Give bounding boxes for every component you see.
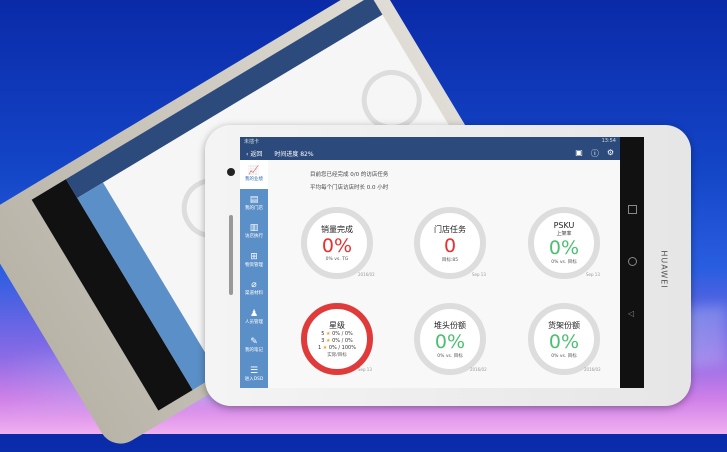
- star-count: 3: [321, 338, 325, 344]
- message-icon[interactable]: ▣: [575, 147, 583, 157]
- card-shelf-share[interactable]: 货架份额 0% 0% vs. 目标: [528, 303, 600, 375]
- card-title: 堆头份额: [434, 320, 466, 330]
- card-display-share[interactable]: 堆头份额 0% 0% vs. 目标: [414, 303, 486, 375]
- summary-line: 平均每个门店访店时长 0.0 小时: [310, 185, 389, 191]
- star-row: 5 ★ 0% / 0%: [321, 331, 353, 338]
- card-title: PSKU: [553, 221, 575, 230]
- clipboard-icon: ▥: [249, 223, 259, 234]
- brand-logo: HUAWEI: [659, 250, 669, 289]
- card-date: 2016/02: [358, 272, 375, 277]
- chart-icon: 📈: [248, 166, 260, 177]
- card-title: 销量完成: [321, 225, 353, 234]
- front-tablet: ◁ HUAWEI 未插卡 13:54 ‹ 返回 时间进度 82% ▣ ⓘ ⚙ 📈…: [205, 125, 691, 406]
- star-count: 1: [318, 345, 322, 351]
- card-title: 门店任务: [434, 224, 466, 234]
- carrier: 未插卡: [244, 139, 260, 145]
- list-icon: ☰: [249, 365, 259, 376]
- card-sub: 0% vs. 目标: [437, 353, 463, 359]
- recent-apps-button[interactable]: [628, 205, 637, 214]
- card-star-rating[interactable]: 星级 5 ★ 0% / 0% 3 ★ 0% / 0% 1 ★ 0% / 100%…: [301, 303, 373, 375]
- home-button[interactable]: [628, 257, 637, 266]
- paperclip-icon: ⌀: [251, 280, 257, 291]
- card-sub: 0% vs. 目标: [551, 260, 577, 265]
- sidebar-item-notes[interactable]: ✎ 我的笔记: [240, 331, 268, 360]
- store-icon: ▤: [249, 194, 259, 205]
- card-sub: 0% vs. 目标: [551, 353, 577, 359]
- card-date: Sep 13: [358, 367, 372, 372]
- card-value: 0: [443, 234, 457, 257]
- sidebar-item-label: 人员管理: [245, 319, 263, 325]
- card-date: 2016/02: [584, 367, 601, 372]
- sidebar-item-label: 进入DSD: [244, 376, 264, 382]
- star-count: 5: [321, 331, 325, 337]
- sidebar-item-visit[interactable]: ▥ 访店执行: [240, 217, 268, 246]
- summary-line: 目前您已经完成 0/0 的访店任务: [310, 172, 389, 178]
- star-row: 3 ★ 0% / 0%: [321, 338, 353, 345]
- star-row: 1 ★ 0% / 100%: [318, 345, 356, 352]
- grid-icon: ⊞: [250, 251, 258, 262]
- app-header: ‹ 返回 时间进度 82% ▣ ⓘ ⚙: [240, 146, 620, 160]
- sidebar-item-label: 物资管理: [245, 262, 263, 268]
- card-date: Sep 13: [586, 272, 600, 277]
- time-progress: 时间进度 82%: [274, 150, 314, 158]
- card-date: 2016/02: [470, 367, 487, 372]
- sidebar-item-label: 我的门店: [245, 205, 263, 211]
- star-value: 0% / 0%: [332, 331, 353, 337]
- card-title: 货架份额: [548, 320, 580, 330]
- sidebar-item-channel[interactable]: ⌀ 渠道材料: [240, 274, 268, 303]
- sidebar-item-stores[interactable]: ▤ 我的门店: [240, 189, 268, 218]
- sidebar-item-people[interactable]: ♟ 人员管理: [240, 303, 268, 332]
- card-title: 星级: [329, 321, 345, 330]
- star-icon: ★: [325, 338, 331, 344]
- card-value: 0%: [434, 330, 466, 353]
- speaker: [229, 215, 233, 295]
- card-value: 0%: [321, 235, 353, 257]
- card-store-tasks[interactable]: 门店任务 0 目标:85: [414, 207, 486, 279]
- status-bar: 未插卡 13:54: [240, 137, 620, 146]
- clock: 13:54: [601, 138, 616, 144]
- back-button[interactable]: ‹ 返回: [246, 150, 263, 158]
- star-value: 0% / 0%: [332, 338, 353, 344]
- sidebar: 📈 我的业绩 ▤ 我的门店 ▥ 访店执行 ⊞ 物资管理 ⌀ 渠道材料 ♟ 人员管理 ✎ 我的笔…: [240, 160, 268, 388]
- star-icon: ★: [325, 331, 331, 337]
- settings-icon[interactable]: ⚙: [606, 147, 614, 157]
- sidebar-item-materials[interactable]: ⊞ 物资管理: [240, 246, 268, 275]
- card-sales[interactable]: 销量完成 0% 0% vs. TG: [301, 207, 373, 279]
- star-value: 0% / 100%: [328, 345, 356, 351]
- card-psku[interactable]: PSKU 上架率 0% 0% vs. 目标: [528, 207, 600, 279]
- card-date: Sep 13: [472, 272, 486, 277]
- note-icon: ✎: [250, 337, 258, 348]
- sidebar-item-label: 我的业绩: [245, 177, 263, 183]
- star-icon: ★: [322, 345, 328, 351]
- card-value: 0%: [548, 330, 580, 353]
- sidebar-item-label: 访店执行: [245, 234, 263, 240]
- card-sub: 0% vs. TG: [325, 257, 349, 262]
- help-icon[interactable]: ⓘ: [590, 148, 599, 158]
- back-label: 返回: [250, 150, 263, 158]
- sidebar-item-label: 我的笔记: [245, 348, 263, 354]
- nav-bar: ◁: [620, 137, 644, 388]
- back-nav-button[interactable]: ◁: [628, 309, 635, 318]
- people-icon: ♟: [249, 308, 259, 319]
- card-sub: 目标:85: [441, 257, 459, 263]
- sidebar-item-label: 渠道材料: [245, 291, 263, 297]
- sidebar-item-performance[interactable]: 📈 我的业绩: [240, 160, 268, 189]
- card-value: 0%: [548, 237, 580, 259]
- camera: [227, 168, 235, 176]
- sidebar-item-dsd[interactable]: ☰ 进入DSD: [240, 360, 268, 389]
- app-screen: 未插卡 13:54 ‹ 返回 时间进度 82% ▣ ⓘ ⚙ 📈 我的业绩 ▤ 我的门…: [240, 137, 620, 388]
- card-sub: 实际/目标: [327, 353, 347, 358]
- card-subtitle: 上架率: [556, 231, 572, 237]
